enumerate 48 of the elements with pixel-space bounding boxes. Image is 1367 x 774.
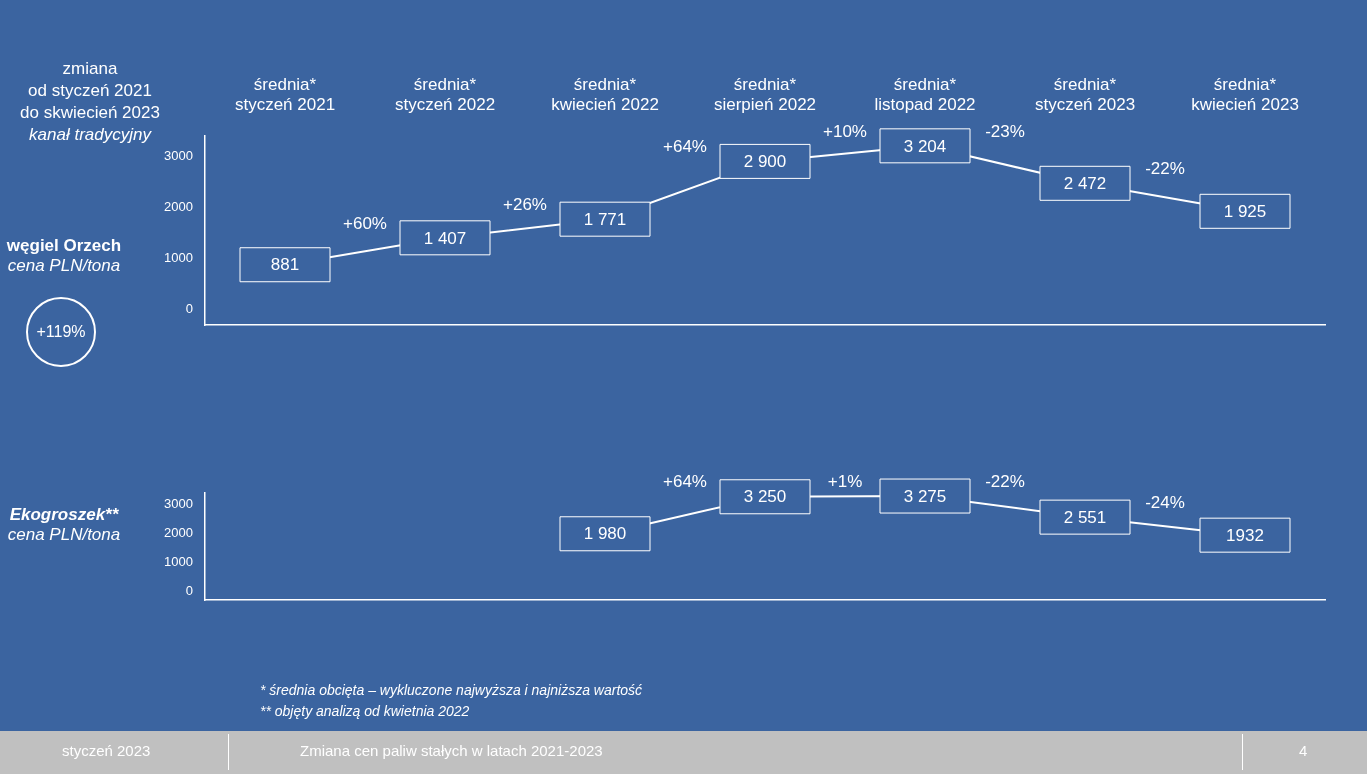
annotation: +64%: [663, 137, 707, 157]
text: styczeń 2023: [62, 742, 151, 759]
y-tick-label: 3000: [164, 495, 193, 511]
y-tick-label: 0: [185, 301, 193, 317]
data-label: 2 551: [1063, 507, 1107, 527]
y-tick-label: 1000: [164, 250, 193, 266]
x-tick-label: średnia* listopad 2022: [874, 74, 976, 115]
annotation: -23%: [985, 121, 1025, 141]
data-label: 1 407: [423, 228, 467, 248]
data-label: 1 771: [583, 209, 627, 229]
y-tick-label: 0: [185, 583, 193, 599]
text: -22%: [985, 471, 1025, 491]
x-tick-label: średnia* styczeń 2021: [234, 74, 336, 115]
data-label: 881: [270, 255, 300, 275]
x-tick-label: średnia* styczeń 2022: [394, 74, 496, 115]
x-tick-label: średnia* sierpień 2022: [713, 74, 817, 115]
data-label: 3 250: [743, 487, 787, 507]
data-label: 1 980: [583, 524, 627, 544]
y-tick-label: 3000: [164, 147, 193, 163]
text: 4: [1299, 742, 1308, 759]
annotation: +26%: [503, 194, 547, 214]
annotation: -24%: [1145, 492, 1185, 512]
annotation: +60%: [343, 213, 387, 233]
x-tick-label: średnia* kwiecień 2023: [1191, 74, 1299, 115]
data-label: 1932: [1226, 525, 1264, 545]
text: +64%: [663, 472, 707, 492]
data-label: 3 275: [903, 486, 947, 506]
y-tick-label: 2000: [164, 199, 193, 215]
text: kanał tradycyjny: [28, 124, 153, 146]
data-label: 3 204: [903, 136, 947, 156]
text: +119%: [26, 297, 96, 367]
text: węgiel Orzech: [5, 236, 123, 256]
data-label: 2 900: [743, 152, 787, 172]
annotation: -22%: [1145, 158, 1185, 178]
data-label: 2 472: [1063, 173, 1107, 193]
text: ** objęty analizą od kwietnia 2022: [260, 702, 471, 721]
text: cena PLN/tona: [6, 525, 122, 545]
annotation: +10%: [823, 121, 867, 141]
text: Zmiana cen paliw stałych w latach 2021-2023: [300, 742, 603, 759]
data-label: 1 925: [1223, 201, 1267, 221]
text: +1%: [827, 471, 863, 491]
text: * średnia obcięta – wykluczone najwyższa i najniższa wartość: [260, 681, 643, 700]
x-tick-label: średnia* kwiecień 2022: [551, 74, 659, 115]
text: Ekogroszek**: [8, 505, 120, 525]
y-tick-label: 2000: [164, 524, 193, 540]
x-tick-label: średnia* styczeń 2023: [1034, 74, 1136, 115]
text: cena PLN/tona: [6, 256, 122, 276]
y-tick-label: 1000: [164, 553, 193, 569]
